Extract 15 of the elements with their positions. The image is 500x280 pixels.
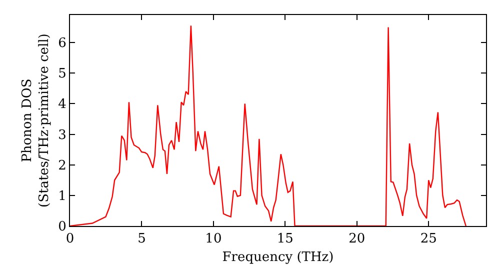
x-tick-label: 15	[276, 232, 294, 247]
y-tick-label: 2	[58, 158, 66, 174]
y-tick-label: 0	[58, 220, 66, 235]
y-tick-label: 3	[58, 128, 66, 143]
y-tick-label: 5	[58, 66, 66, 82]
y-axis-title: Phonon DOS (States/THz·primitive cell)	[20, 33, 52, 208]
y-tick-label: 6	[58, 36, 66, 52]
y-tick-label: 1	[58, 188, 66, 204]
line-series	[70, 25, 467, 226]
x-tick-label: 10	[205, 232, 222, 247]
x-tick-label: 5	[138, 232, 146, 247]
x-axis-title: Frequency (THz)	[222, 250, 334, 266]
x-tick-label: 25	[420, 232, 437, 247]
y-tick-label: 4	[58, 97, 66, 112]
x-tick-label: 20	[348, 232, 366, 247]
